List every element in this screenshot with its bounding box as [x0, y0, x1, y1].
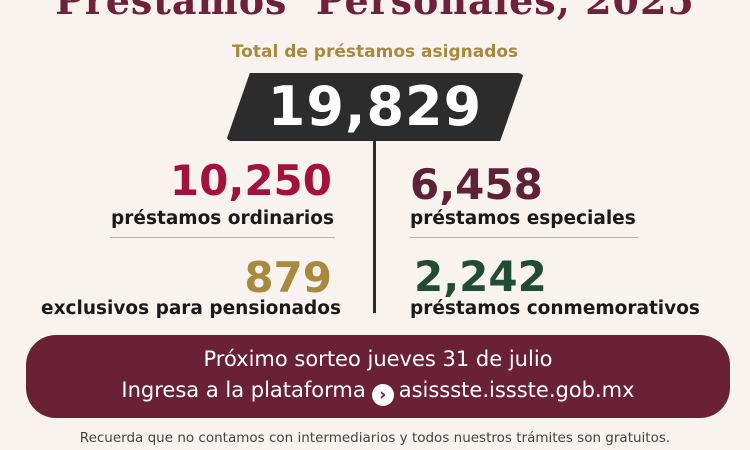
next-draw-text: Próximo sorteo jueves 31 de julio	[203, 347, 553, 371]
page-subtitle: Total de préstamos asignados	[231, 42, 519, 62]
right-divider	[410, 237, 638, 238]
platform-line: Ingresa a la plataforma › asissste.issste.…	[26, 378, 730, 406]
ordinarios-value: 10,250	[169, 156, 332, 205]
total-box	[226, 73, 524, 141]
pensionados-label: exclusivos para pensionados	[41, 298, 341, 319]
pensionados-value: 879	[244, 253, 332, 302]
conmemorativos-value: 2,242	[414, 252, 547, 301]
footer-disclaimer: Recuerda que no contamos con intermediar…	[79, 430, 671, 446]
especiales-value: 6,458	[410, 160, 543, 209]
page-title: Préstamos Personales, 2025	[55, 0, 695, 23]
total-value: 19,829	[267, 75, 483, 138]
chevron-right-circle-icon: ›	[371, 384, 394, 406]
left-divider	[110, 237, 335, 238]
especiales-label: préstamos especiales	[410, 208, 636, 229]
vertical-divider	[373, 141, 376, 313]
info-banner: Próximo sorteo jueves 31 de julio Ingres…	[26, 335, 730, 418]
platform-url-link[interactable]: asissste.issste.gob.mx	[398, 378, 635, 402]
conmemorativos-label: préstamos conmemorativos	[410, 298, 700, 319]
platform-prefix: Ingresa a la plataforma	[121, 378, 366, 402]
ordinarios-label: préstamos ordinarios	[111, 208, 334, 229]
